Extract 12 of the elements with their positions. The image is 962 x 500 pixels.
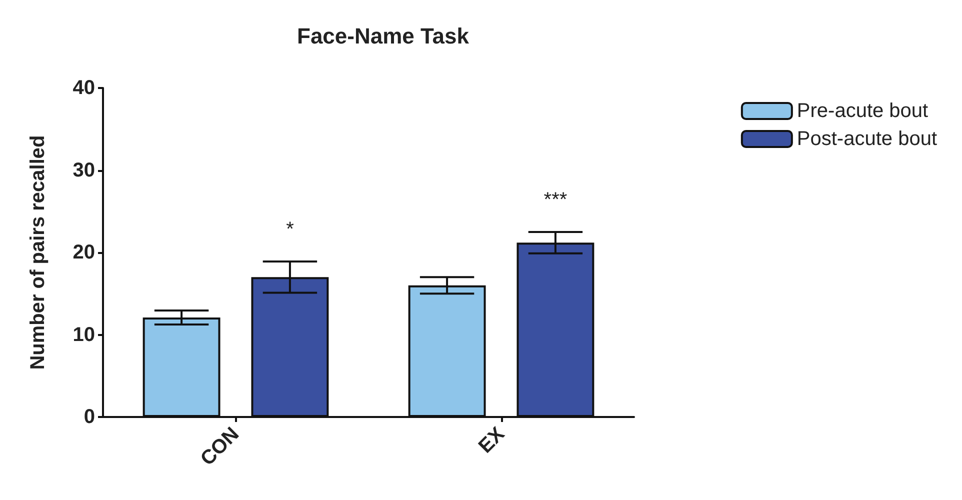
chart-title: Face-Name Task: [296, 24, 470, 48]
annotation: *: [286, 218, 294, 241]
y-tick-label: 30: [72, 159, 95, 182]
legend-label: Post-acute bout: [796, 128, 938, 150]
y-tick-label: 20: [72, 242, 95, 264]
legend-label: Pre-acute bout: [796, 100, 929, 122]
x-tick-label: EX: [474, 422, 510, 458]
annotation: ***: [544, 188, 568, 211]
y-tick-label: 40: [72, 77, 95, 99]
y-axis-title: Number of pairs recalled: [27, 135, 49, 370]
y-tick-label: 0: [84, 406, 95, 428]
y-tick-label: 10: [72, 324, 95, 346]
